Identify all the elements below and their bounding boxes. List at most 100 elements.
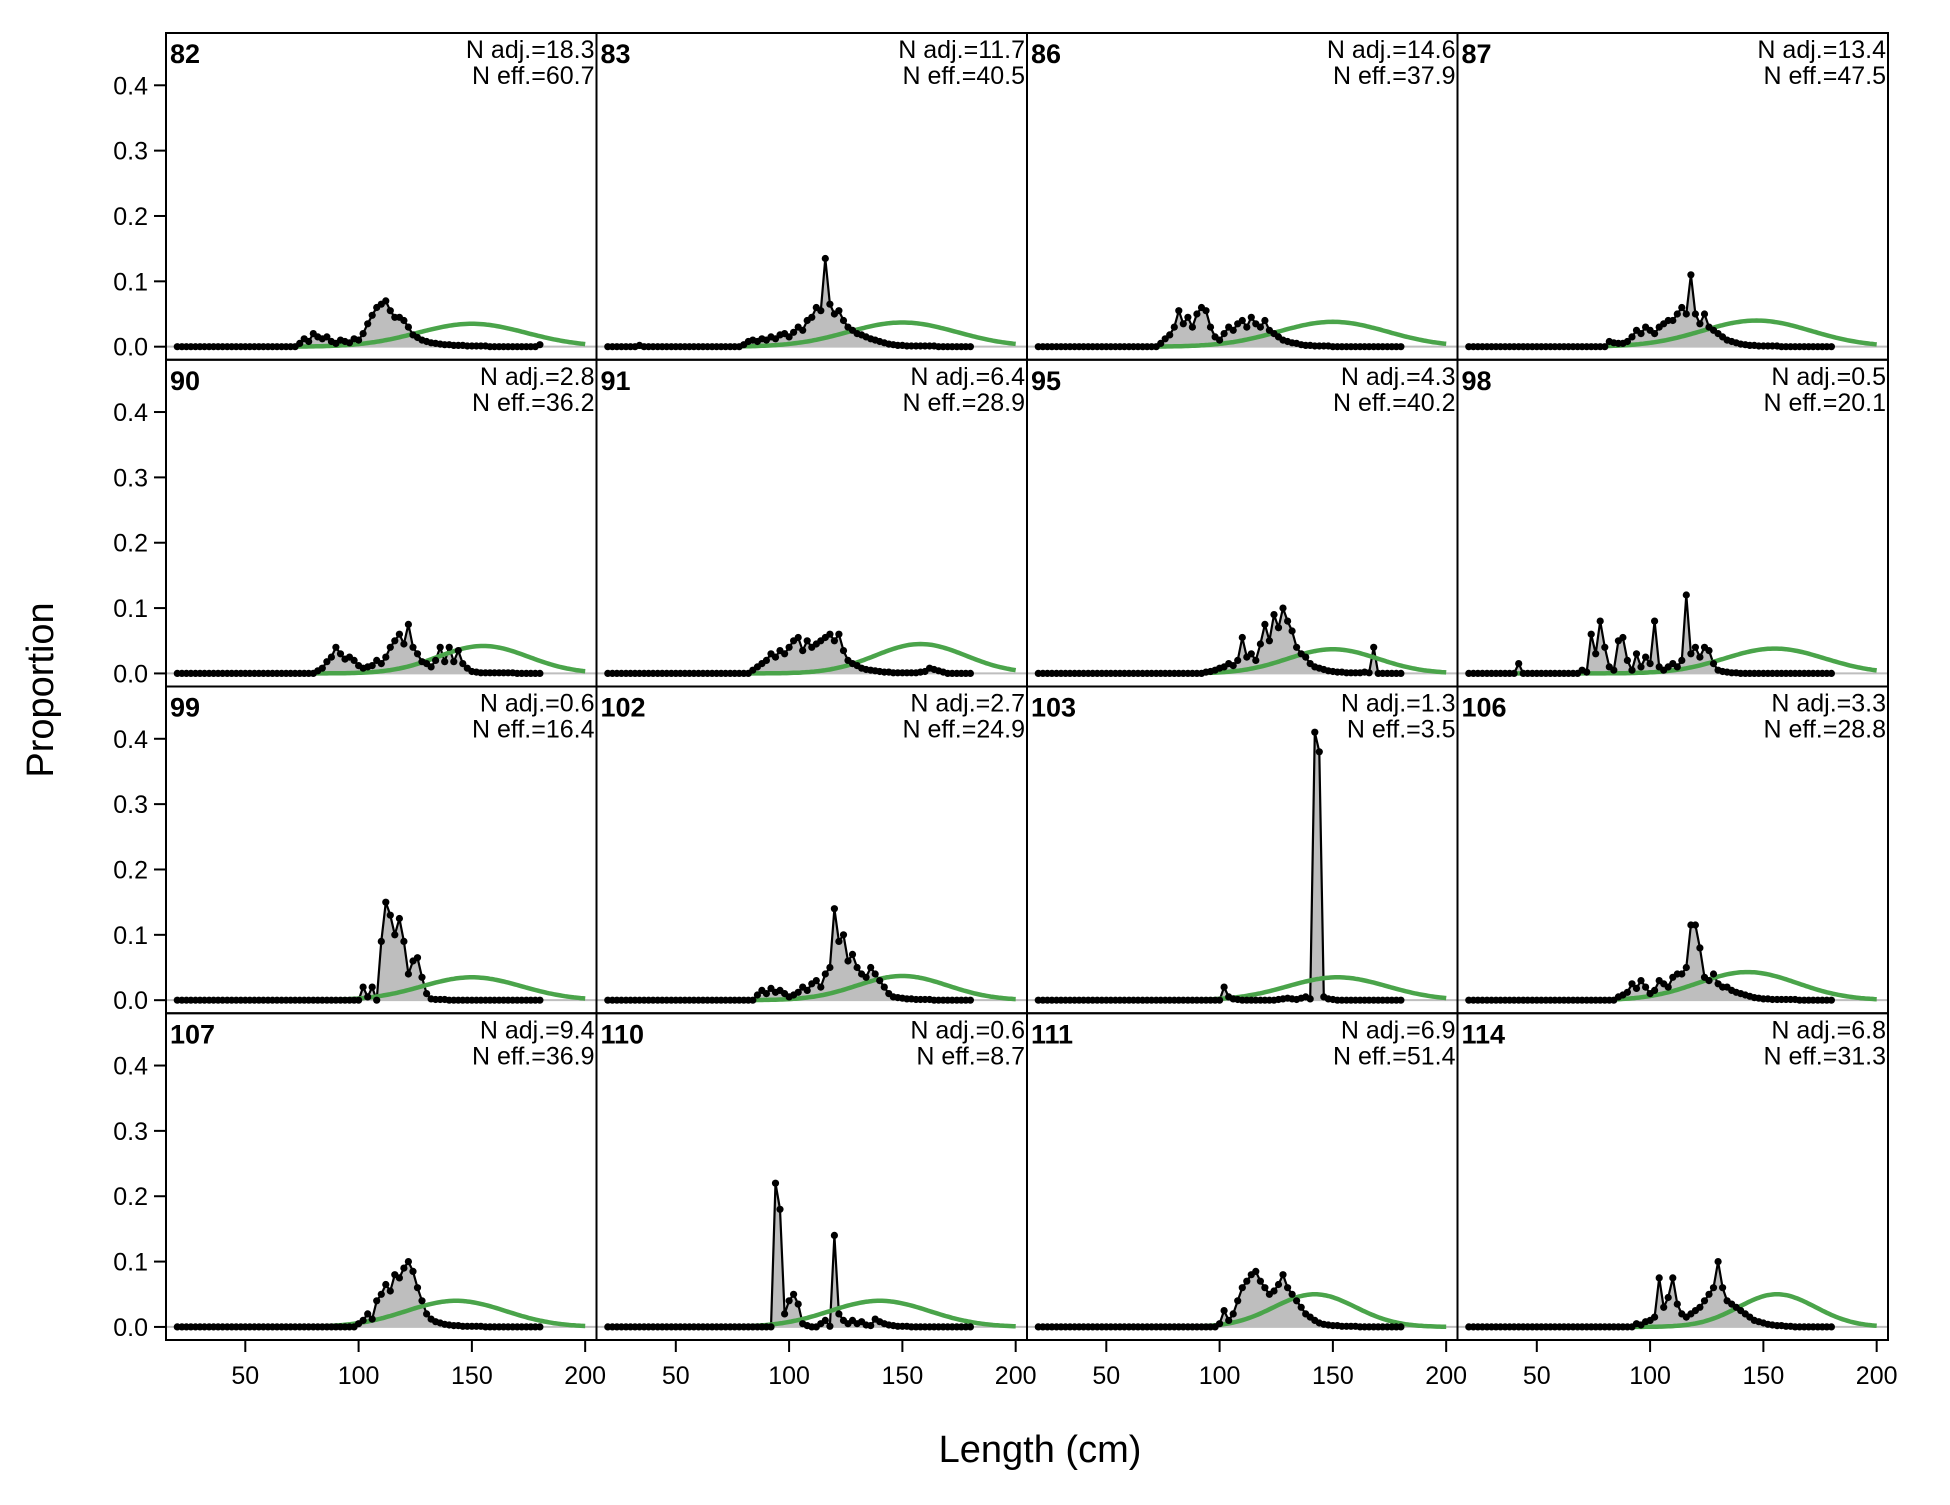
observed-point — [1601, 343, 1609, 351]
observed-point — [459, 660, 467, 668]
observed-point — [1166, 331, 1174, 339]
n-adj-label: N adj.=0.6 — [910, 1016, 1025, 1044]
observed-point — [432, 656, 440, 665]
observed-point — [826, 630, 834, 638]
observed-point — [853, 963, 861, 972]
observed-point — [844, 957, 852, 965]
observed-point — [830, 905, 839, 913]
observed-point — [1306, 995, 1314, 1003]
observed-point — [839, 316, 848, 325]
panel-label: 91 — [601, 366, 631, 396]
n-eff-label: N eff.=51.4 — [1333, 1042, 1456, 1070]
observed-area — [177, 902, 540, 1001]
observed-area — [1038, 608, 1401, 674]
x-tick-label: 200 — [564, 1362, 606, 1390]
observed-point — [386, 911, 394, 919]
x-tick-label: 100 — [1199, 1362, 1241, 1390]
observed-point — [1596, 617, 1604, 625]
observed-point — [1261, 316, 1269, 325]
observed-point — [839, 647, 848, 655]
observed-point — [1234, 1297, 1242, 1305]
observed-point — [400, 937, 408, 946]
observed-point — [373, 996, 381, 1004]
observed-point — [1651, 1313, 1659, 1321]
observed-point — [400, 640, 408, 648]
observed-point — [386, 1287, 394, 1295]
observed-point — [771, 653, 780, 661]
observed-point — [1184, 313, 1192, 321]
n-eff-label: N eff.=8.7 — [916, 1042, 1025, 1070]
n-eff-label: N eff.=36.9 — [472, 1042, 595, 1070]
observed-point — [1175, 307, 1183, 315]
panel-102: 102 N adj.=2.7N eff.=24.9 — [595, 685, 1028, 1015]
observed-line — [1038, 731, 1401, 1002]
observed-point — [1637, 977, 1645, 985]
observed-point — [296, 339, 304, 347]
observed-point — [753, 991, 762, 999]
observed-point — [413, 650, 422, 658]
observed-point — [794, 633, 802, 642]
observed-point — [785, 1297, 793, 1305]
n-adj-label: N adj.=13.4 — [1757, 36, 1886, 64]
x-tick-label: 50 — [1523, 1362, 1551, 1390]
observed-point — [1669, 316, 1677, 325]
observed-point — [1705, 647, 1713, 655]
observed-point — [1179, 320, 1187, 328]
n-eff-label: N eff.=28.9 — [902, 389, 1025, 417]
observed-point — [1827, 996, 1835, 1004]
x-tick-label: 150 — [1743, 1362, 1785, 1390]
observed-point — [835, 937, 843, 946]
observed-point — [966, 343, 975, 351]
observed-point — [785, 333, 793, 341]
observed-point — [1632, 650, 1641, 658]
observed-point — [454, 647, 462, 655]
observed-point — [966, 1323, 975, 1331]
panel-label: 102 — [601, 693, 646, 723]
observed-point — [1827, 1323, 1835, 1331]
observed-line — [607, 908, 971, 1002]
observed-point — [536, 341, 544, 349]
y-tick-label: 0.1 — [113, 268, 148, 296]
observed-point — [1256, 640, 1264, 648]
x-tick-label: 150 — [1312, 1362, 1354, 1390]
n-adj-label: N adj.=0.5 — [1771, 363, 1886, 391]
n-eff-label: N eff.=16.4 — [472, 716, 595, 744]
observed-point — [1220, 330, 1228, 338]
panel-label: 107 — [170, 1019, 215, 1049]
observed-point — [418, 973, 426, 981]
observed-point — [790, 1290, 798, 1298]
observed-point — [1642, 983, 1650, 991]
observed-point — [423, 990, 431, 998]
panel-110: 110 N adj.=0.6N eff.=8.7 — [595, 1012, 1028, 1341]
n-adj-label: N adj.=2.7 — [910, 690, 1025, 718]
panel-106: 106 N adj.=3.3N eff.=28.8 — [1456, 685, 1889, 1015]
observed-point — [1678, 303, 1686, 312]
n-adj-label: N adj.=6.8 — [1771, 1016, 1886, 1044]
observed-point — [749, 996, 757, 1004]
observed-point — [1311, 728, 1319, 736]
panel-86: 86 N adj.=14.6N eff.=37.9 — [1026, 32, 1459, 361]
observed-point — [771, 1179, 780, 1187]
observed-point — [1284, 1284, 1292, 1292]
y-tick-label: 0.3 — [113, 138, 148, 166]
n-eff-label: N eff.=3.5 — [1347, 716, 1456, 744]
observed-point — [1651, 617, 1659, 625]
panels-layer: 82 N adj.=18.3N eff.=60.790 N adj.=2.8N ef… — [165, 32, 1889, 1341]
panel-label: 87 — [1462, 39, 1492, 69]
observed-point — [382, 653, 390, 661]
observed-point — [377, 1290, 385, 1298]
y-tick-label: 0.1 — [113, 1249, 148, 1277]
y-tick-label: 0.1 — [113, 922, 148, 950]
y-tick-label: 0.3 — [113, 1118, 148, 1146]
expected-curve — [177, 643, 586, 676]
observed-point — [450, 658, 458, 666]
panel-label: 111 — [1031, 1019, 1073, 1049]
observed-point — [1637, 663, 1645, 671]
observed-point — [436, 643, 444, 651]
observed-point — [364, 320, 372, 328]
observed-point — [1623, 656, 1631, 665]
y-tick-label: 0.2 — [113, 1183, 148, 1211]
observed-point — [1234, 656, 1242, 665]
